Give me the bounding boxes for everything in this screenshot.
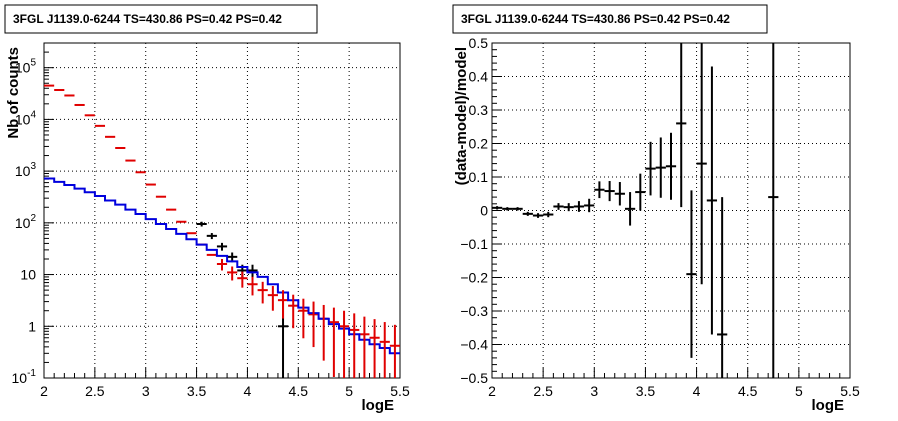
plot-frame — [491, 42, 851, 379]
x-tick-label: 5 — [345, 383, 353, 399]
x-tick-label: 2 — [488, 383, 496, 399]
data-point — [696, 43, 707, 285]
y-tick-base: 10 — [20, 267, 36, 283]
y-tick-label: 1 — [28, 318, 36, 334]
chart-title-box — [452, 4, 768, 34]
y-tick-label: 105 — [15, 58, 37, 76]
x-tick-label: 2.5 — [85, 383, 105, 399]
y-tick-label: 103 — [15, 161, 37, 179]
x-tick-label: 5 — [795, 383, 803, 399]
series-2 — [44, 177, 400, 355]
data-point — [512, 207, 523, 211]
plot-frame — [43, 42, 401, 379]
y-tick-label: 104 — [15, 109, 37, 127]
data-point — [768, 43, 779, 378]
data-point — [502, 207, 513, 211]
y-tick-label: 0.2 — [469, 136, 489, 152]
data-point — [604, 181, 615, 202]
x-tick-label: 5.5 — [390, 383, 410, 399]
y-tick-exponent: 3 — [30, 161, 36, 172]
y-tick-base: 10 — [15, 111, 31, 127]
y-tick-base: 10 — [12, 370, 28, 386]
data-point — [686, 190, 697, 358]
data-point — [624, 192, 636, 226]
data-point — [594, 181, 605, 199]
y-tick-base: 10 — [15, 215, 31, 231]
data-point — [717, 197, 728, 378]
data-point — [532, 213, 544, 218]
y-tick-base: 1 — [28, 318, 36, 334]
counts-panel: 2 2.5 3 3.5 4 4.5 5 5.510-11101021031041053FGL … — [4, 4, 410, 414]
model-histogram-line — [44, 177, 400, 355]
data-point — [543, 211, 554, 218]
y-tick-label: 102 — [15, 213, 37, 231]
x-tick-label: 4 — [693, 383, 701, 399]
data-point — [522, 211, 533, 216]
y-tick-label: −0.1 — [460, 236, 488, 252]
x-tick-label: 5.5 — [840, 383, 860, 399]
y-tick-base: 10 — [15, 60, 31, 76]
data-point — [635, 173, 646, 211]
chart-title: 3FGL J1139.0-6244 TS=430.86 PS=0.42 PS=0… — [461, 12, 730, 26]
x-tick-label: 4 — [244, 383, 252, 399]
y-tick-exponent: 5 — [30, 58, 36, 69]
y-tick-label: 10-1 — [12, 368, 37, 386]
x-tick-label: 3.5 — [187, 383, 207, 399]
y-tick-label: 0.4 — [469, 69, 489, 85]
x-tick-label: 3 — [142, 383, 150, 399]
y-tick-label: 0.3 — [469, 102, 489, 118]
y-tick-base: 10 — [15, 163, 31, 179]
x-tick-label: 2.5 — [533, 383, 553, 399]
chart-title: 3FGL J1139.0-6244 TS=430.86 PS=0.42 PS=0… — [13, 12, 282, 26]
data-point — [614, 182, 625, 206]
data-point — [584, 198, 595, 213]
x-tick-label: 3 — [590, 383, 598, 399]
series-0 — [492, 43, 779, 378]
x-tick-label: 2 — [40, 383, 48, 399]
y-tick-label: −0.3 — [460, 303, 488, 319]
x-axis-label: logE — [812, 397, 845, 414]
y-tick-label: 0.1 — [469, 169, 489, 185]
data-point — [216, 242, 228, 251]
data-point — [196, 221, 207, 227]
data-point — [563, 203, 574, 212]
chart-title-box — [4, 4, 318, 34]
x-tick-label: 3.5 — [636, 383, 656, 399]
data-point — [206, 233, 217, 240]
x-axis-label: logE — [362, 397, 395, 414]
y-tick-label: 0.5 — [469, 35, 489, 51]
x-tick-label: 4.5 — [738, 383, 758, 399]
data-point — [665, 132, 677, 200]
data-point — [706, 66, 718, 335]
data-point — [492, 206, 503, 210]
residual-panel: 2 2.5 3 3.5 4 4.5 5 5.5 −0.5 −0.4 −0.3 −0.2 −0.1 0 0.1… — [452, 4, 860, 414]
model-error-bars — [221, 258, 396, 378]
data-point — [676, 43, 687, 208]
data-point — [655, 137, 666, 198]
data-point — [645, 141, 656, 196]
y-tick-exponent: 2 — [30, 213, 36, 224]
data-point — [553, 203, 564, 210]
y-tick-label: −0.2 — [460, 270, 488, 286]
data-point — [573, 201, 585, 212]
y-tick-exponent: -1 — [27, 368, 36, 379]
y-tick-label: 10 — [20, 267, 36, 283]
y-tick-label: 0 — [480, 203, 488, 219]
x-tick-label: 4.5 — [289, 383, 309, 399]
y-tick-label: −0.4 — [460, 337, 488, 353]
y-tick-exponent: 4 — [30, 109, 36, 120]
y-axis-label: (data-model)/model — [453, 47, 470, 185]
y-axis-label: Nb of counts — [5, 47, 22, 139]
y-tick-label: −0.5 — [460, 370, 488, 386]
